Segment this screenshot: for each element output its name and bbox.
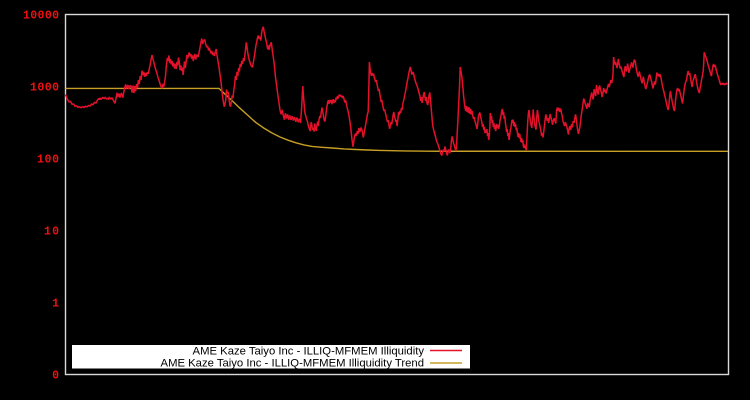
svg-text:10000: 10000	[23, 10, 59, 23]
svg-text:1000: 1000	[30, 82, 59, 95]
svg-text:1: 1	[52, 298, 59, 311]
svg-text:AME Kaze Taiyo Inc - ILLIQ-MFM: AME Kaze Taiyo Inc - ILLIQ-MFMEM Illiqui…	[161, 358, 424, 370]
svg-text:0: 0	[52, 370, 59, 383]
svg-text:AME Kaze Taiyo Inc - ILLIQ-MFM: AME Kaze Taiyo Inc - ILLIQ-MFMEM Illiqui…	[193, 346, 425, 358]
svg-text:10: 10	[44, 226, 59, 239]
svg-text:100: 100	[37, 154, 59, 167]
